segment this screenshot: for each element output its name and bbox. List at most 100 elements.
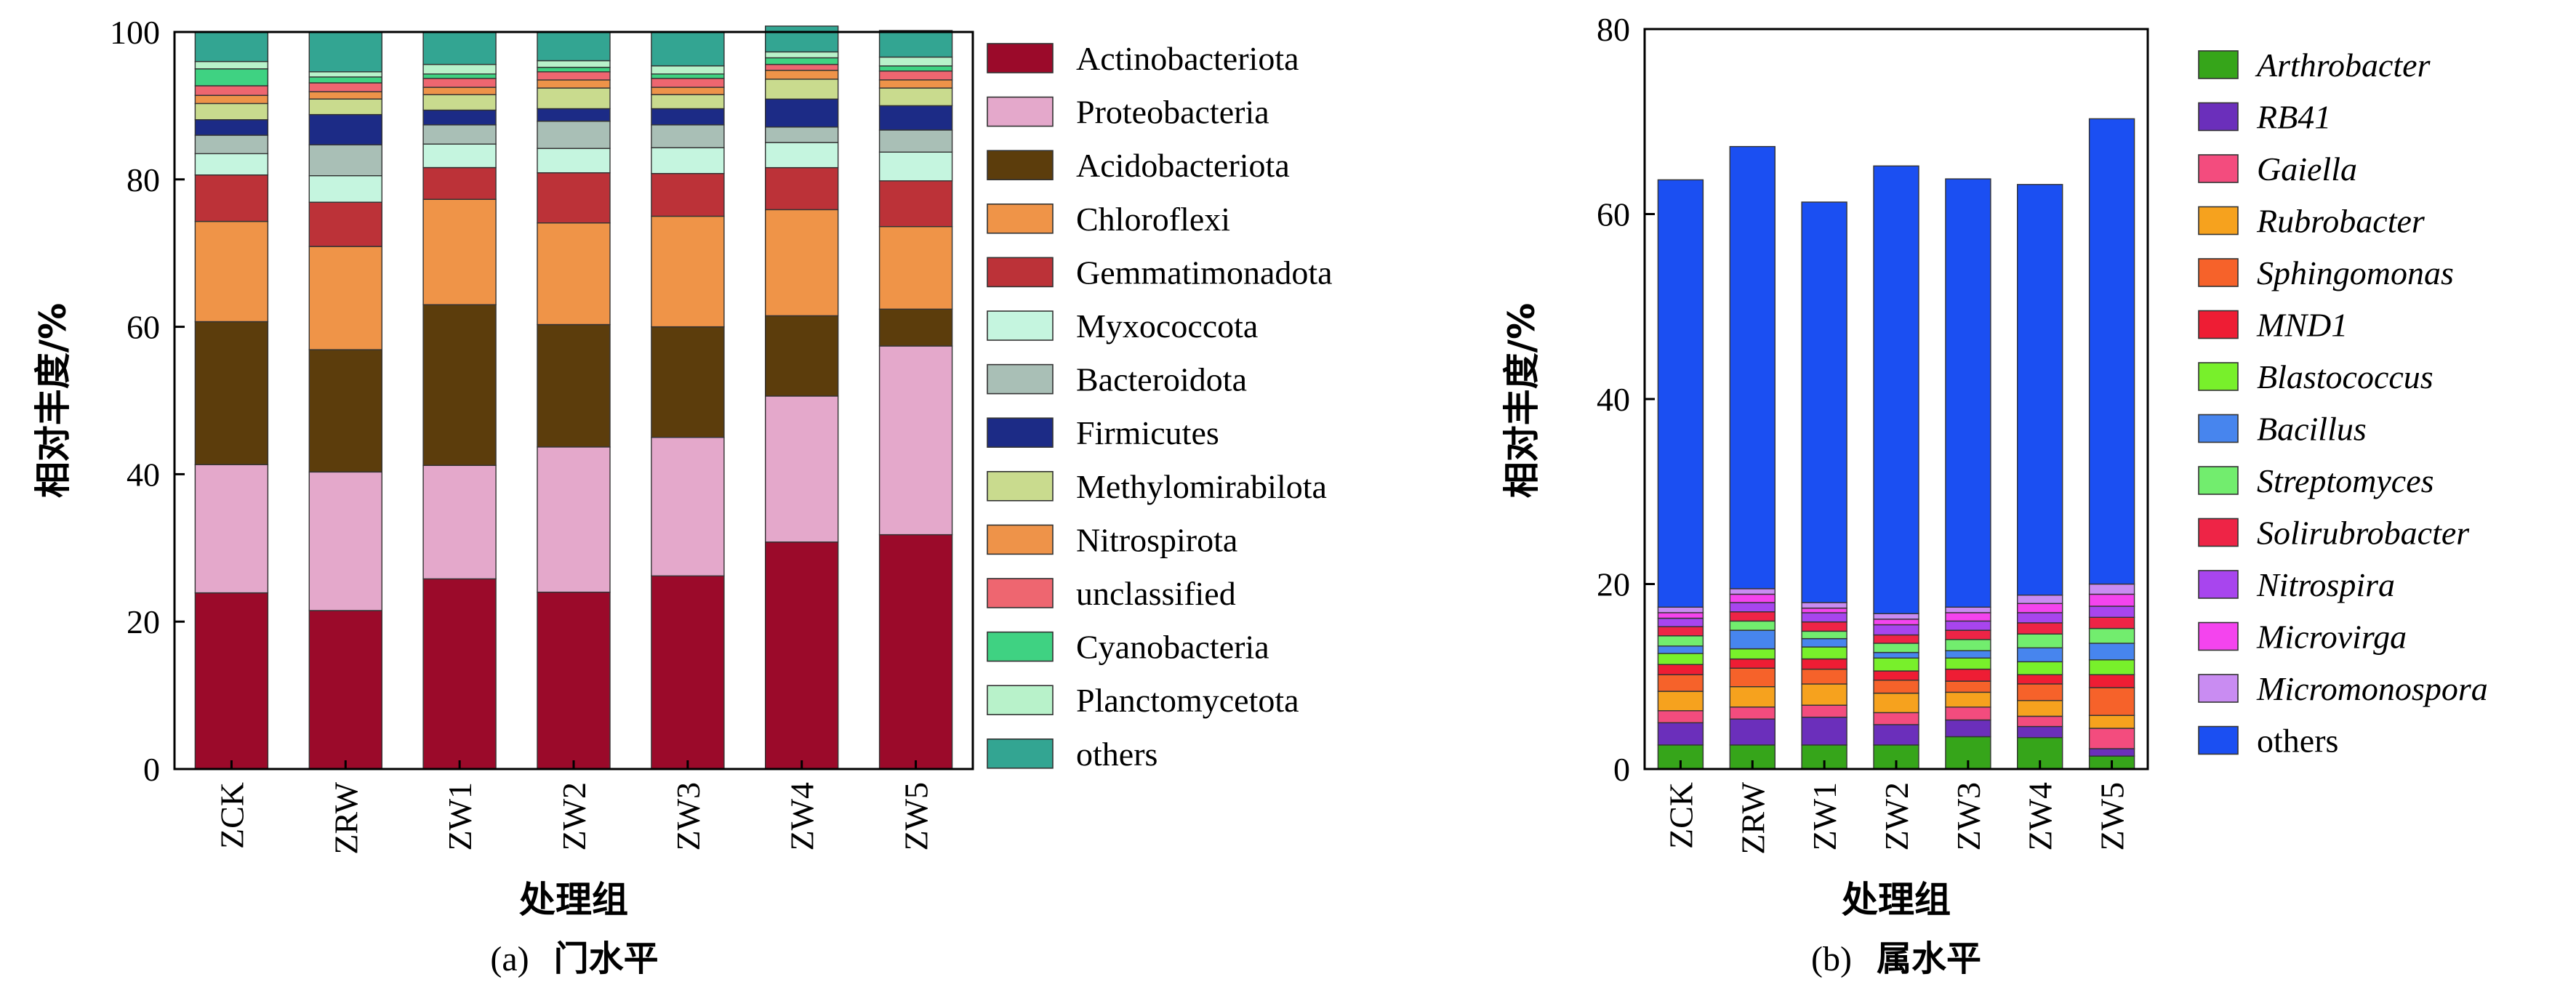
genus-bar-segment-ZW4-8 — [2016, 633, 2063, 649]
phylum-bar-segment-ZW3-12 — [651, 65, 725, 75]
genus-bar-segment-ZW5-2 — [2088, 728, 2135, 749]
phylum-bar-segment-ZRW-10 — [308, 82, 382, 92]
genus-bar-segment-ZCK-9 — [1657, 626, 1704, 637]
phylum-x-axis: ZCK ZRW ZW1 ZW2 ZW3 ZW4 ZW5 — [213, 760, 935, 855]
phylum-legend-swatch-1 — [987, 96, 1054, 127]
genus-legend-label-12: Micromonospora — [2256, 670, 2488, 707]
phylum-bar-segment-ZCK-0 — [194, 592, 269, 770]
genus-bar-segment-ZCK-3 — [1657, 691, 1704, 712]
phylum-bar-segment-ZW3-4 — [651, 172, 725, 217]
phylum-bar-segment-ZRW-0 — [308, 610, 382, 770]
genus-bar-segment-ZW1-8 — [1801, 630, 1847, 640]
genus-legend-label-8: Streptomyces — [2257, 462, 2434, 499]
phylum-legend-swatch-9 — [987, 524, 1054, 555]
genus-legend-label-2: Gaiella — [2257, 150, 2357, 188]
phylum-bar-segment-ZCK-9 — [194, 94, 269, 105]
genus-y-tick-label-80: 80 — [1597, 11, 1630, 48]
genus-bar-segment-ZRW-8 — [1729, 620, 1776, 631]
genus-bar-segment-ZW4-5 — [2016, 674, 2063, 685]
genus-bar-segment-ZW1-3 — [1801, 683, 1847, 706]
phylum-y-tick-label-40: 40 — [127, 456, 160, 493]
phylum-bar-segment-ZW4-13 — [764, 25, 839, 53]
phylum-legend-label-10: unclassified — [1076, 575, 1236, 612]
genus-bar-segment-ZW5-1 — [2088, 748, 2135, 757]
genus-bar-segment-ZRW-1 — [1729, 718, 1776, 746]
genus-x-axis: ZCK ZRW ZW1 ZW2 ZW3 ZW4 ZW5 — [1662, 760, 2131, 855]
genus-y-tick-label-20: 20 — [1597, 566, 1630, 603]
phylum-bar-segment-ZRW-5 — [308, 174, 382, 203]
genus-bar-segment-ZW5-8 — [2088, 627, 2135, 644]
genus-bar-segment-ZCK-7 — [1657, 645, 1704, 654]
genus-x-tick-label-ZRW: ZRW — [1734, 781, 1771, 854]
genus-bar-segment-ZW1-6 — [1801, 646, 1847, 660]
genus-legend-swatch-2 — [2198, 154, 2239, 183]
phylum-bar-segment-ZW3-10 — [651, 78, 725, 88]
phylum-legend-swatch-3 — [987, 203, 1054, 234]
genus-bar-segment-ZW2-6 — [1873, 657, 1919, 672]
genus-bar-segment-ZW5-3 — [2088, 715, 2135, 729]
phylum-bar-segment-ZW1-6 — [422, 124, 497, 145]
phylum-x-tick-label-ZW3: ZW3 — [670, 782, 707, 851]
genus-bar-segment-ZCK-5 — [1657, 664, 1704, 675]
genus-bar-segment-ZRW-11 — [1729, 593, 1776, 603]
genus-bar-segment-ZW4-9 — [2016, 622, 2063, 635]
phylum-bar-segment-ZW5-8 — [878, 87, 953, 107]
genus-bar-segment-ZCK-4 — [1657, 674, 1704, 692]
genus-legend-swatch-13 — [2198, 725, 2239, 755]
phylum-bar-segment-ZCK-4 — [194, 174, 269, 222]
phylum-x-tick-label-ZRW: ZRW — [327, 781, 364, 854]
phylum-x-tick-label-ZCK: ZCK — [213, 782, 250, 849]
phylum-x-tick-label-ZW5: ZW5 — [898, 782, 935, 851]
phylum-caption: (a) 门水平 — [490, 938, 658, 978]
genus-bar-segment-ZW2-5 — [1873, 670, 1919, 681]
genus-bar-segment-ZW3-10 — [1945, 620, 1991, 631]
genus-legend-swatch-3 — [2198, 206, 2239, 236]
phylum-bar-segment-ZW4-8 — [764, 79, 839, 100]
phylum-bar-segment-ZW5-11 — [878, 65, 953, 72]
phylum-legend-swatch-0 — [987, 43, 1054, 73]
phylum-x-tick-label-ZW2: ZW2 — [555, 782, 593, 851]
phylum-y-axis-title: 相对丰度/% — [32, 303, 74, 498]
genus-y-tick-label-0: 0 — [1613, 751, 1630, 788]
genus-bar-segment-ZW4-7 — [2016, 647, 2063, 663]
phylum-legend-label-5: Myxococcota — [1076, 307, 1258, 345]
genus-x-tick-label-ZCK: ZCK — [1662, 782, 1699, 849]
phylum-caption-text: 门水平 — [554, 938, 659, 978]
phylum-y-tick-label-60: 60 — [127, 309, 160, 346]
genus-x-tick-label-ZW2: ZW2 — [1878, 782, 1915, 851]
genus-legend-label-7: Bacillus — [2257, 411, 2367, 448]
genus-legend-label-0: Arthrobacter — [2255, 47, 2431, 84]
phylum-bar-segment-ZW1-3 — [422, 198, 497, 305]
genus-bar-segment-ZRW-4 — [1729, 667, 1776, 688]
genus-y-axis-title: 相对丰度/% — [1501, 303, 1543, 498]
genus-legend-swatch-6 — [2198, 362, 2239, 391]
genus-caption-prefix: (b) — [1811, 940, 1852, 978]
genus-bar-segment-ZRW-10 — [1729, 602, 1776, 613]
phylum-bar-segment-ZW2-2 — [537, 323, 611, 448]
genus-y-tick-label-60: 60 — [1597, 196, 1630, 233]
phylum-bar-segment-ZRW-11 — [308, 76, 382, 84]
genus-bar-segment-ZW5-6 — [2088, 659, 2135, 675]
genus-bar-segment-ZW1-12 — [1801, 602, 1847, 609]
genus-bar-segment-ZRW-5 — [1729, 658, 1776, 669]
phylum-bar-segment-ZW2-4 — [537, 172, 611, 224]
phylum-bar-segment-ZW2-10 — [537, 71, 611, 81]
genus-bar-segment-ZW1-5 — [1801, 658, 1847, 670]
genus-bar-segment-ZW3-4 — [1945, 680, 1991, 693]
phylum-bar-segment-ZW3-8 — [651, 94, 725, 110]
phylum-bar-segment-ZW1-13 — [422, 31, 497, 65]
phylum-bar-segment-ZCK-1 — [194, 464, 269, 594]
phylum-bar-segment-ZRW-4 — [308, 201, 382, 247]
phylum-bar-segment-ZW4-5 — [764, 142, 839, 169]
phylum-bar-segment-ZW1-1 — [422, 464, 497, 580]
phylum-bar-segment-ZCK-10 — [194, 85, 269, 96]
phylum-bar-segment-ZW1-4 — [422, 166, 497, 200]
genus-bar-segment-ZW4-4 — [2016, 683, 2063, 701]
phylum-bar-segment-ZW5-10 — [878, 70, 953, 81]
phylum-bar-segment-ZRW-12 — [308, 71, 382, 78]
phylum-bar-segment-ZW1-5 — [422, 143, 497, 169]
phylum-bar-segment-ZW2-1 — [537, 446, 611, 593]
phylum-bar-segment-ZW5-0 — [878, 534, 953, 770]
genus-x-tick-label-ZW4: ZW4 — [2022, 782, 2059, 851]
genus-bar-segment-ZW5-10 — [2088, 605, 2135, 619]
